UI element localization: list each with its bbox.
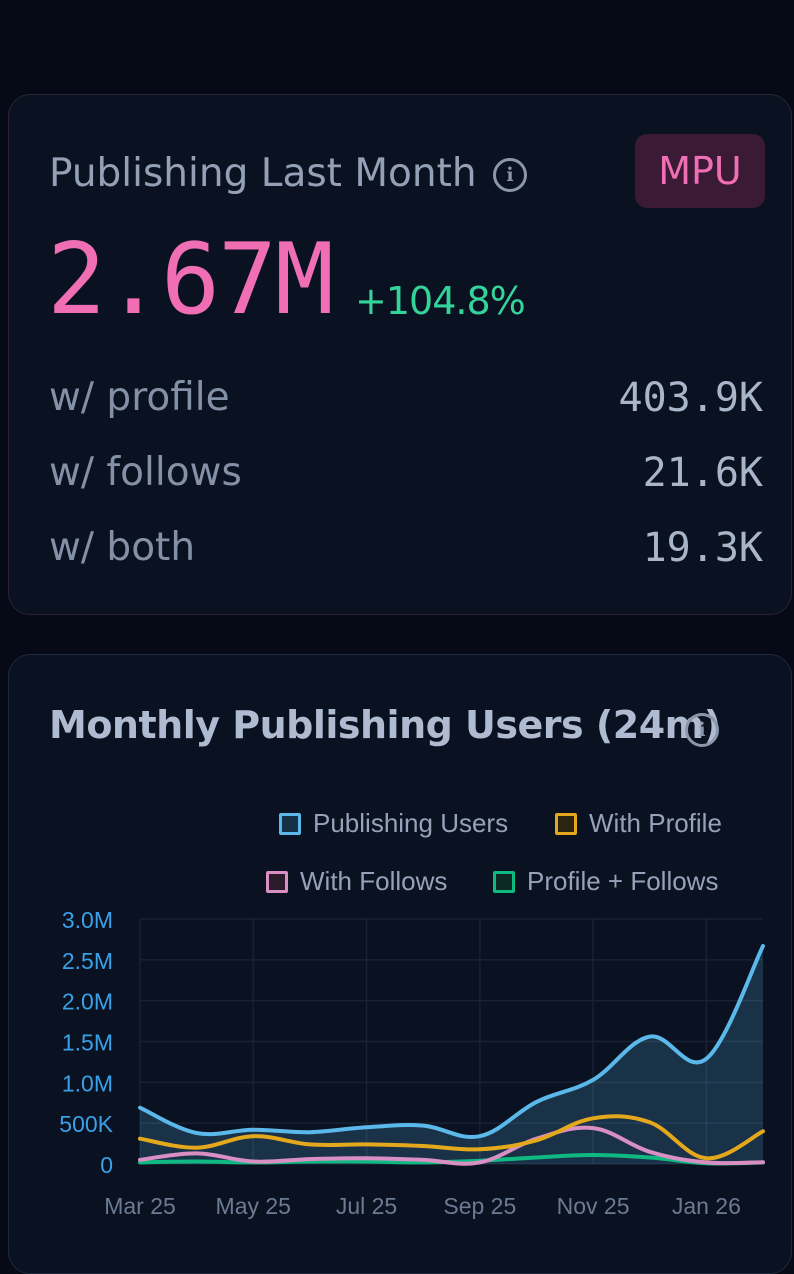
legend-swatch-profile-follows	[493, 871, 515, 893]
stat-label-both: w/ both	[49, 525, 196, 570]
publishing-summary-card: Publishing Last Month i MPU 2.67M +104.8…	[8, 94, 792, 615]
info-icon[interactable]: i	[685, 713, 719, 747]
stat-label-profile: w/ profile	[49, 375, 230, 420]
info-icon[interactable]: i	[493, 158, 527, 192]
legend-label-publishing-users: Publishing Users	[313, 808, 509, 838]
monthly-publishing-card: Monthly Publishing Users (24m) i Publish…	[8, 654, 792, 1274]
legend-swatch-with-profile	[555, 813, 577, 835]
stat-value-follows: 21.6K	[642, 450, 763, 496]
legend-with-profile[interactable]: With Profile	[555, 808, 722, 839]
legend-with-follows[interactable]: With Follows	[266, 866, 447, 897]
legend-swatch-publishing-users	[279, 813, 301, 835]
legend-swatch-with-follows	[266, 871, 288, 893]
legend-label-profile-follows: Profile + Follows	[527, 866, 719, 896]
stat-value-both: 19.3K	[642, 525, 763, 571]
summary-title: Publishing Last Month	[49, 151, 477, 196]
legend-label-with-profile: With Profile	[589, 808, 722, 838]
mpu-badge: MPU	[635, 134, 765, 208]
stat-value-profile: 403.9K	[618, 375, 764, 421]
publishing-count: 2.67M	[47, 223, 334, 337]
chart-title: Monthly Publishing Users (24m)	[49, 703, 721, 747]
legend-label-with-follows: With Follows	[300, 866, 448, 896]
change-percent: +104.8%	[355, 279, 526, 323]
legend-publishing-users[interactable]: Publishing Users	[279, 808, 508, 839]
stat-label-follows: w/ follows	[49, 450, 242, 495]
legend-profile-follows[interactable]: Profile + Follows	[493, 866, 718, 897]
